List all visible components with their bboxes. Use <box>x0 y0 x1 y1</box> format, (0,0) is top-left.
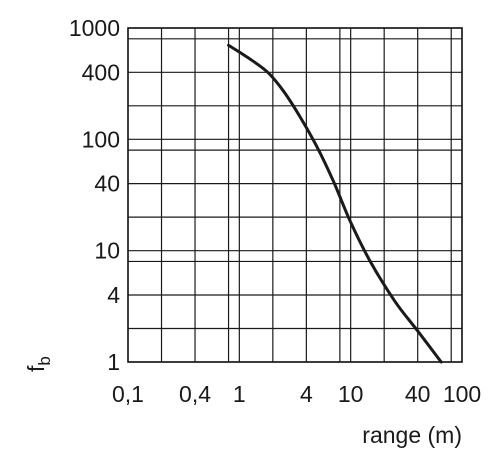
y-tick-label: 1000 <box>69 15 120 41</box>
x-tick-labels: 0,1 0,4 1 4 10 40 100 <box>112 381 481 407</box>
series-layer <box>227 43 443 364</box>
plot-frame <box>127 27 463 363</box>
y-axis-label-main: f <box>23 365 49 372</box>
y-tick-label: 1 <box>107 349 120 375</box>
grid-lines <box>127 27 463 363</box>
y-tick-labels: 1 4 10 40 100 400 1000 <box>69 15 120 375</box>
y-tick-label: 400 <box>82 59 120 85</box>
y-tick-label: 100 <box>82 126 120 152</box>
y-axis-label-sub: b <box>35 356 54 365</box>
x-axis-label: range (m) <box>362 422 462 448</box>
svg-text:fb: fb <box>23 356 54 372</box>
y-axis-label: fb <box>23 356 54 372</box>
x-tick-label: 4 <box>300 381 313 407</box>
x-tick-label: 40 <box>405 381 431 407</box>
x-tick-label: 0,4 <box>179 381 211 407</box>
y-tick-label: 4 <box>107 282 120 308</box>
x-tick-label: 100 <box>443 381 481 407</box>
x-tick-label: 0,1 <box>112 381 144 407</box>
x-tick-label: 1 <box>233 381 246 407</box>
y-tick-label: 40 <box>94 171 120 197</box>
series-line <box>227 43 443 364</box>
y-tick-label: 10 <box>94 238 120 264</box>
x-tick-label: 10 <box>338 381 364 407</box>
